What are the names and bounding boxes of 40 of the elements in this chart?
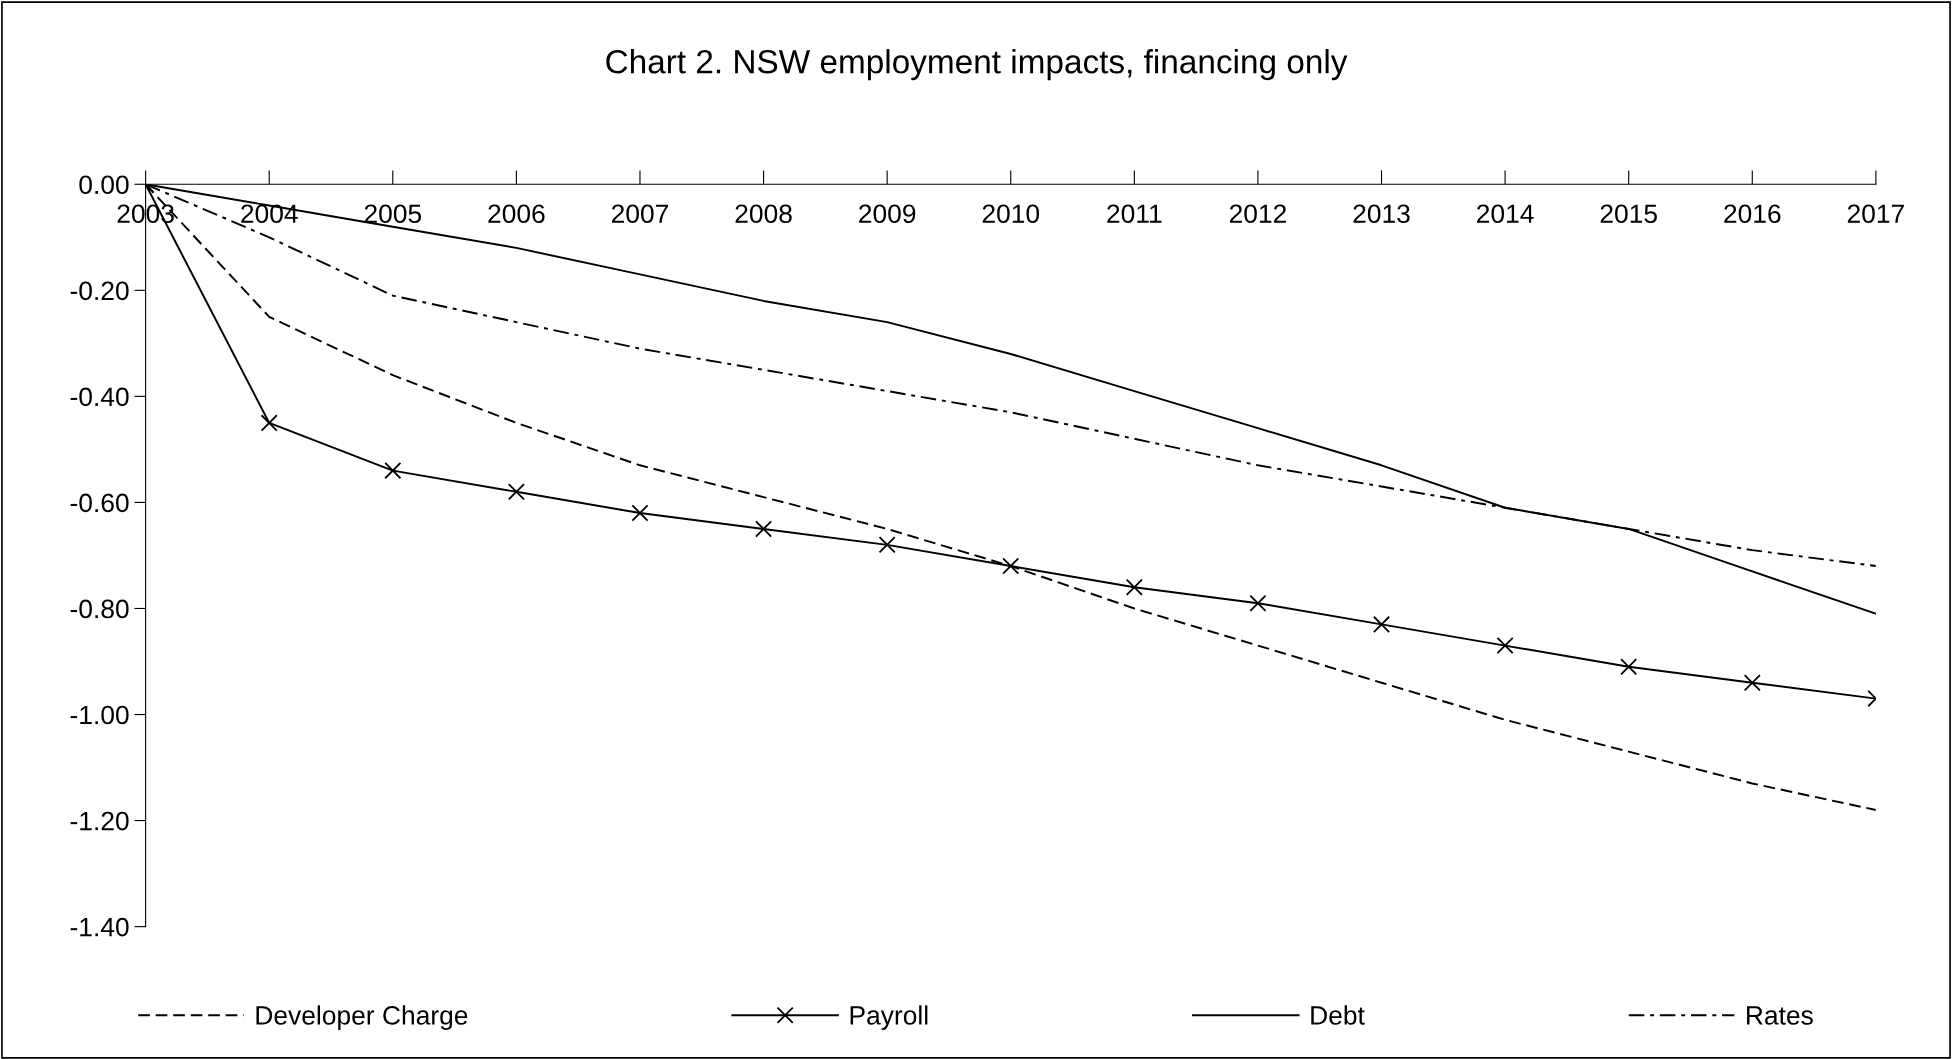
x-tick-label: 2004 [241, 204, 298, 224]
x-tick-label: 2008 [735, 204, 792, 224]
legend-label: Rates [1747, 1006, 1813, 1025]
point [1372, 615, 1391, 633]
point [631, 504, 649, 522]
x-tick-label: 2017 [1847, 204, 1904, 224]
point [507, 483, 525, 501]
x-tick-label: 2016 [1724, 204, 1781, 224]
point [1002, 557, 1020, 575]
y-tick-label: -1.40 [70, 917, 129, 937]
y-tick-label: -0.80 [70, 599, 129, 619]
point [1249, 594, 1267, 612]
y-tick-label: -1.20 [70, 811, 129, 831]
point [755, 520, 773, 538]
point [1125, 578, 1143, 596]
x-tick-label: 2009 [859, 204, 916, 224]
point [878, 536, 896, 554]
point [1496, 637, 1514, 655]
y-tick-label: -1.00 [70, 705, 129, 725]
x-tick-label: 2007 [611, 204, 669, 224]
y-tick-label: -0.40 [70, 387, 129, 407]
y-tick-label: 0.00 [79, 175, 129, 195]
x-tick-label: 2005 [364, 204, 422, 224]
y-tick-label: -0.20 [70, 281, 129, 301]
x-tick-label: 2012 [1229, 204, 1286, 224]
legend-label: Developer Charge [256, 1005, 468, 1030]
legend-label: Debt [1311, 1005, 1365, 1025]
legend-label: Payroll [850, 1005, 928, 1030]
y-tick-label: -0.60 [70, 493, 129, 513]
x-tick-label: 2006 [488, 204, 545, 224]
x-tick-label: 2014 [1477, 204, 1534, 224]
x-tick-label: 2015 [1600, 204, 1657, 224]
x-tick-label: 2013 [1353, 204, 1410, 224]
x-tick-label: 2010 [982, 204, 1040, 224]
x-tick-label: 2011 [1107, 204, 1162, 224]
point [384, 462, 402, 480]
point [260, 414, 278, 432]
point [1743, 674, 1761, 692]
point [1620, 658, 1638, 676]
chart-title: Chart 2. NSW employment impacts, financing only [606, 49, 1348, 81]
